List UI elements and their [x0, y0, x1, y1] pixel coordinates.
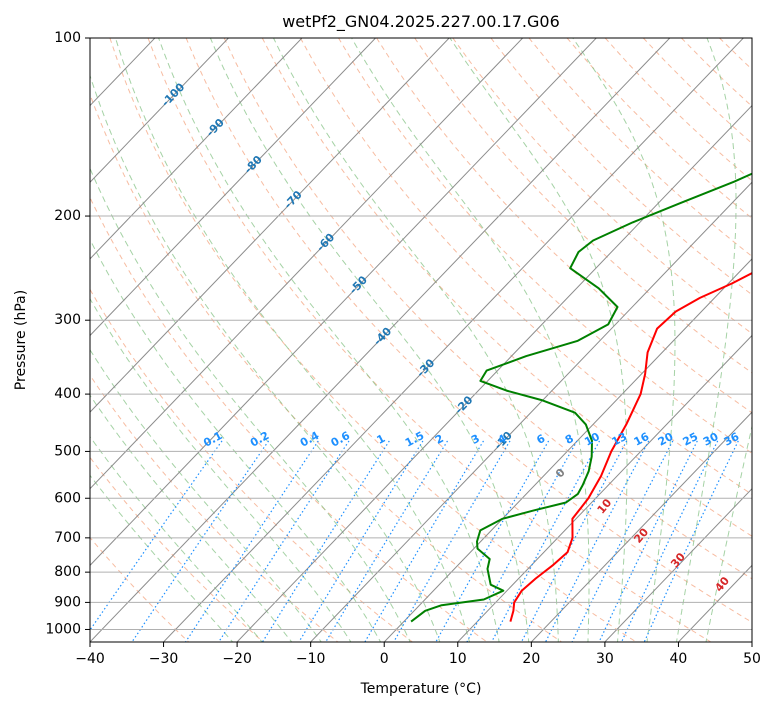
- y-tick-label: 100: [54, 30, 81, 46]
- y-tick-label: 1000: [45, 621, 81, 637]
- background-lines: [90, 38, 752, 642]
- mixing-ratio-line: [90, 440, 223, 632]
- mixing-ratio-label: 20: [656, 430, 676, 449]
- y-tick-label: 800: [54, 564, 81, 580]
- dry-adiabat-line: [90, 456, 264, 642]
- y-tick-label: 600: [54, 490, 81, 506]
- x-tick-label: 50: [743, 651, 761, 667]
- mixing-ratio-label: 16: [632, 430, 652, 449]
- isotherm-line: [90, 38, 303, 260]
- isotherm-line: [162, 38, 745, 642]
- isotherm-line: [309, 181, 752, 642]
- x-axis-label: Temperature (°C): [360, 681, 482, 697]
- x-tick-label: −30: [149, 651, 179, 667]
- mixing-ratio-line: [466, 440, 578, 642]
- temperature-profile-line: [509, 271, 752, 622]
- mixing-ratio-line: [520, 440, 628, 642]
- mixing-ratio-label: 13: [610, 430, 630, 449]
- x-tick-label: 10: [449, 651, 467, 667]
- mixing-ratio-line: [435, 440, 550, 642]
- y-tick-label: 700: [54, 530, 81, 546]
- x-tick-label: 40: [670, 651, 688, 667]
- dry-adiabat-line: [376, 38, 752, 414]
- mixing-ratio-label: 10: [582, 430, 602, 449]
- isotherm-line: [604, 487, 752, 642]
- x-tick-label: −40: [75, 651, 105, 667]
- mixing-ratio-label: 36: [722, 430, 742, 449]
- dry-adiabat-line: [90, 92, 563, 642]
- pressure-grid: [90, 38, 752, 630]
- moist-adiabat-line: [90, 474, 234, 642]
- isotherm-line: [90, 38, 671, 642]
- plot-frame: [89, 37, 753, 643]
- isotherm-line: [457, 334, 752, 642]
- mixing-ratio-line: [598, 440, 698, 642]
- profile-series: [410, 172, 752, 623]
- mixing-ratio-line: [571, 440, 674, 642]
- isotherm-line: [236, 104, 752, 642]
- x-tick-label: −20: [222, 651, 252, 667]
- mixing-ratio-line: [620, 440, 719, 642]
- mixing-ratio-line: [325, 440, 449, 642]
- y-tick-label: 400: [54, 386, 81, 402]
- dry-adiabat-line: [185, 38, 752, 623]
- x-tick-label: 20: [522, 651, 540, 667]
- x-tick-label: 0: [380, 651, 389, 667]
- mixing-ratio-line: [184, 440, 319, 642]
- isotherm-line: [90, 38, 230, 183]
- mixing-ratio-line: [544, 440, 650, 642]
- isotherm-line: [90, 38, 597, 567]
- dewpoint-profile-line: [410, 172, 752, 623]
- mixing-ratio-line: [131, 440, 270, 642]
- chart-title: wetPf2_GN04.2025.227.00.17.G06: [282, 12, 560, 32]
- isotherm-line: [383, 258, 752, 642]
- isotherm-line: [90, 38, 377, 337]
- isotherm-line: [90, 38, 524, 490]
- isotherm-line: [90, 38, 450, 413]
- x-axis: −40 −30 −20 −10 0 10 20 30 40 50: [75, 642, 761, 667]
- y-tick-label: 300: [54, 312, 81, 328]
- isotherm-line: [530, 411, 752, 642]
- mixing-ratio-line: [364, 440, 485, 642]
- y-tick-label: 900: [54, 594, 81, 610]
- dry-adiabat-line: [338, 38, 752, 454]
- mixing-ratio-line: [643, 440, 739, 642]
- mixing-ratio-line: [218, 440, 350, 642]
- dry-adiabat-line: [299, 38, 752, 495]
- dry-adiabat-line: [109, 38, 638, 642]
- moist-adiabat-line: [90, 238, 382, 642]
- dry-adiabat-line: [223, 38, 752, 580]
- y-axis: 100 200 300 400 500 600 700 800 900 1000: [45, 30, 90, 637]
- mixing-ratio-line: [393, 440, 511, 642]
- mixing-ratio-label: 30: [701, 430, 721, 449]
- x-tick-label: −10: [296, 651, 326, 667]
- dry-adiabat-line: [261, 38, 752, 537]
- mixing-ratio-label: 25: [681, 430, 701, 449]
- y-tick-label: 200: [54, 208, 81, 224]
- x-tick-label: 30: [596, 651, 614, 667]
- y-tick-label: 500: [54, 443, 81, 459]
- y-axis-label: Pressure (hPa): [13, 290, 29, 390]
